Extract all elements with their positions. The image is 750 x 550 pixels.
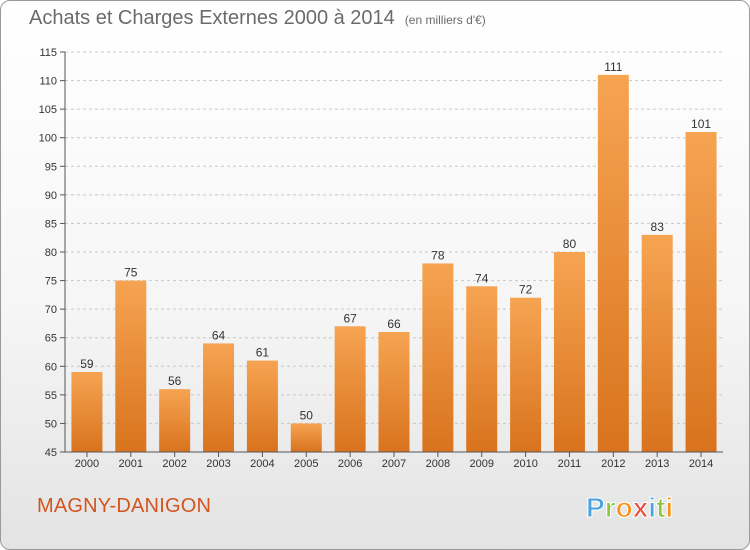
y-tick-label: 60 (45, 361, 57, 373)
value-label: 59 (80, 357, 94, 371)
bar (685, 132, 717, 452)
chart-title: Achats et Charges Externes 2000 à 2014 (e… (29, 7, 486, 30)
value-label: 111 (604, 60, 623, 74)
y-tick-label: 45 (45, 447, 57, 459)
y-tick-label: 110 (39, 76, 57, 88)
bar (334, 326, 366, 452)
x-tick-label: 2007 (382, 458, 406, 470)
bar (597, 74, 629, 452)
value-label: 75 (124, 266, 138, 280)
y-tick-label: 80 (45, 247, 57, 259)
y-tick-label: 75 (45, 276, 57, 288)
bar (641, 234, 673, 452)
svg-text:Proxiti: Proxiti (586, 492, 673, 523)
y-tick-label: 50 (45, 418, 57, 430)
x-tick-label: 2003 (206, 458, 230, 470)
value-label: 78 (431, 248, 445, 262)
value-label: 80 (563, 237, 577, 251)
bar (553, 252, 585, 452)
chart-title-text: Achats et Charges Externes 2000 à 2014 (29, 7, 395, 29)
bar (246, 360, 278, 452)
x-tick-label: 2005 (294, 458, 318, 470)
x-tick-label: 2001 (119, 458, 143, 470)
axes: 45 50 55 60 65 70 75 80 85 90 95 100 105 110 115 2000 20… (39, 47, 723, 470)
x-tick-label: 2006 (338, 458, 362, 470)
value-label: 56 (168, 374, 182, 388)
x-tick-label: 2014 (689, 458, 713, 470)
commune-name: MAGNY-DANIGON (37, 495, 212, 517)
y-tick-label: 70 (45, 304, 57, 316)
y-tick-label: 105 (39, 104, 57, 116)
y-tick-label: 100 (39, 133, 57, 145)
value-label: 101 (691, 117, 711, 131)
proxiti-logo: Proxiti (586, 489, 696, 534)
x-tick-label: 2012 (601, 458, 625, 470)
bar (71, 372, 103, 452)
y-tick-label: 55 (45, 390, 57, 402)
chart-unit: (en milliers d'€) (404, 13, 486, 27)
value-label: 67 (343, 311, 357, 325)
value-label: 74 (475, 271, 489, 285)
value-label: 61 (256, 346, 270, 360)
value-label: 64 (212, 328, 226, 342)
bar (159, 389, 191, 452)
bar (466, 286, 498, 452)
x-tick-label: 2002 (162, 458, 186, 470)
y-tick-label: 65 (45, 333, 57, 345)
y-tick-label: 85 (45, 218, 57, 230)
value-label: 83 (651, 220, 665, 234)
bar (378, 332, 410, 452)
x-tick-label: 2010 (513, 458, 537, 470)
x-tick-label: 2004 (250, 458, 274, 470)
y-tick-label: 115 (39, 47, 57, 59)
x-tick-label: 2011 (558, 458, 582, 470)
value-label: 66 (387, 317, 401, 331)
proxiti-logo-icon: Proxiti (586, 492, 674, 524)
y-tick-label: 95 (45, 161, 57, 173)
y-tick-label: 90 (45, 190, 57, 202)
bar (290, 423, 322, 452)
bar (115, 280, 147, 452)
bar (422, 263, 454, 452)
bars: 59 75 56 64 61 50 67 66 78 74 72 80 111 83 101 (71, 60, 717, 452)
value-label: 50 (300, 408, 314, 422)
bar (203, 343, 235, 452)
x-tick-label: 2000 (75, 458, 99, 470)
bar (510, 297, 542, 452)
x-tick-label: 2013 (645, 458, 669, 470)
x-tick-label: 2009 (469, 458, 493, 470)
value-label: 72 (519, 283, 533, 297)
x-tick-label: 2008 (426, 458, 450, 470)
